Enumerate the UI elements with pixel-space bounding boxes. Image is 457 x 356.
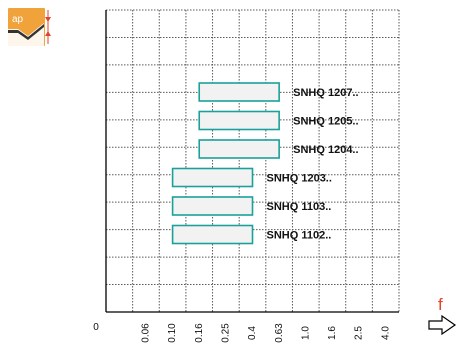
- x-tick-label: 0.4: [247, 326, 258, 340]
- bar: [171, 167, 254, 188]
- bar: [171, 196, 254, 216]
- x-tick-label: 0.16: [194, 323, 205, 343]
- axes: [105, 10, 399, 313]
- arrow-right-icon: [428, 314, 457, 336]
- bar-label: SNHQ 1102..: [267, 230, 332, 242]
- bar-label: SNHQ 1204..: [293, 144, 358, 156]
- x-tick-labels: 0 0.06 0.10 0.16 0.25 0.4 0.63 1.0 1.6 2.5 4.0: [93, 322, 391, 343]
- x-axis-label: f: [438, 295, 443, 314]
- bar-label: SNHQ 1103..: [267, 201, 332, 213]
- x-tick-label: 0: [93, 322, 99, 333]
- bar: [198, 82, 280, 102]
- x-tick-label: 1.0: [300, 326, 311, 340]
- x-tick-label: 2.5: [354, 326, 365, 340]
- x-tick-label: 0.06: [141, 323, 152, 343]
- x-tick-label: 1.6: [327, 326, 338, 340]
- insert-depth-of-cut-icon: ap: [8, 8, 51, 46]
- x-tick-label: 0.10: [167, 323, 178, 343]
- bar: [171, 224, 254, 245]
- badge-text: ap: [12, 14, 24, 25]
- bar: [198, 110, 280, 131]
- x-tick-label: 0.63: [274, 323, 285, 343]
- bars: SNHQ 1207.. SNHQ 1205.. SNHQ 1204.. SNHQ 12…: [171, 82, 359, 245]
- bar-label: SNHQ 1205..: [293, 116, 358, 128]
- bar-label: SNHQ 1203..: [267, 173, 332, 185]
- bar: [198, 139, 280, 159]
- grid: [106, 9, 400, 312]
- bar-label: SNHQ 1207..: [293, 87, 358, 99]
- x-tick-label: 4.0: [380, 326, 391, 340]
- x-tick-label: 0.25: [221, 323, 232, 343]
